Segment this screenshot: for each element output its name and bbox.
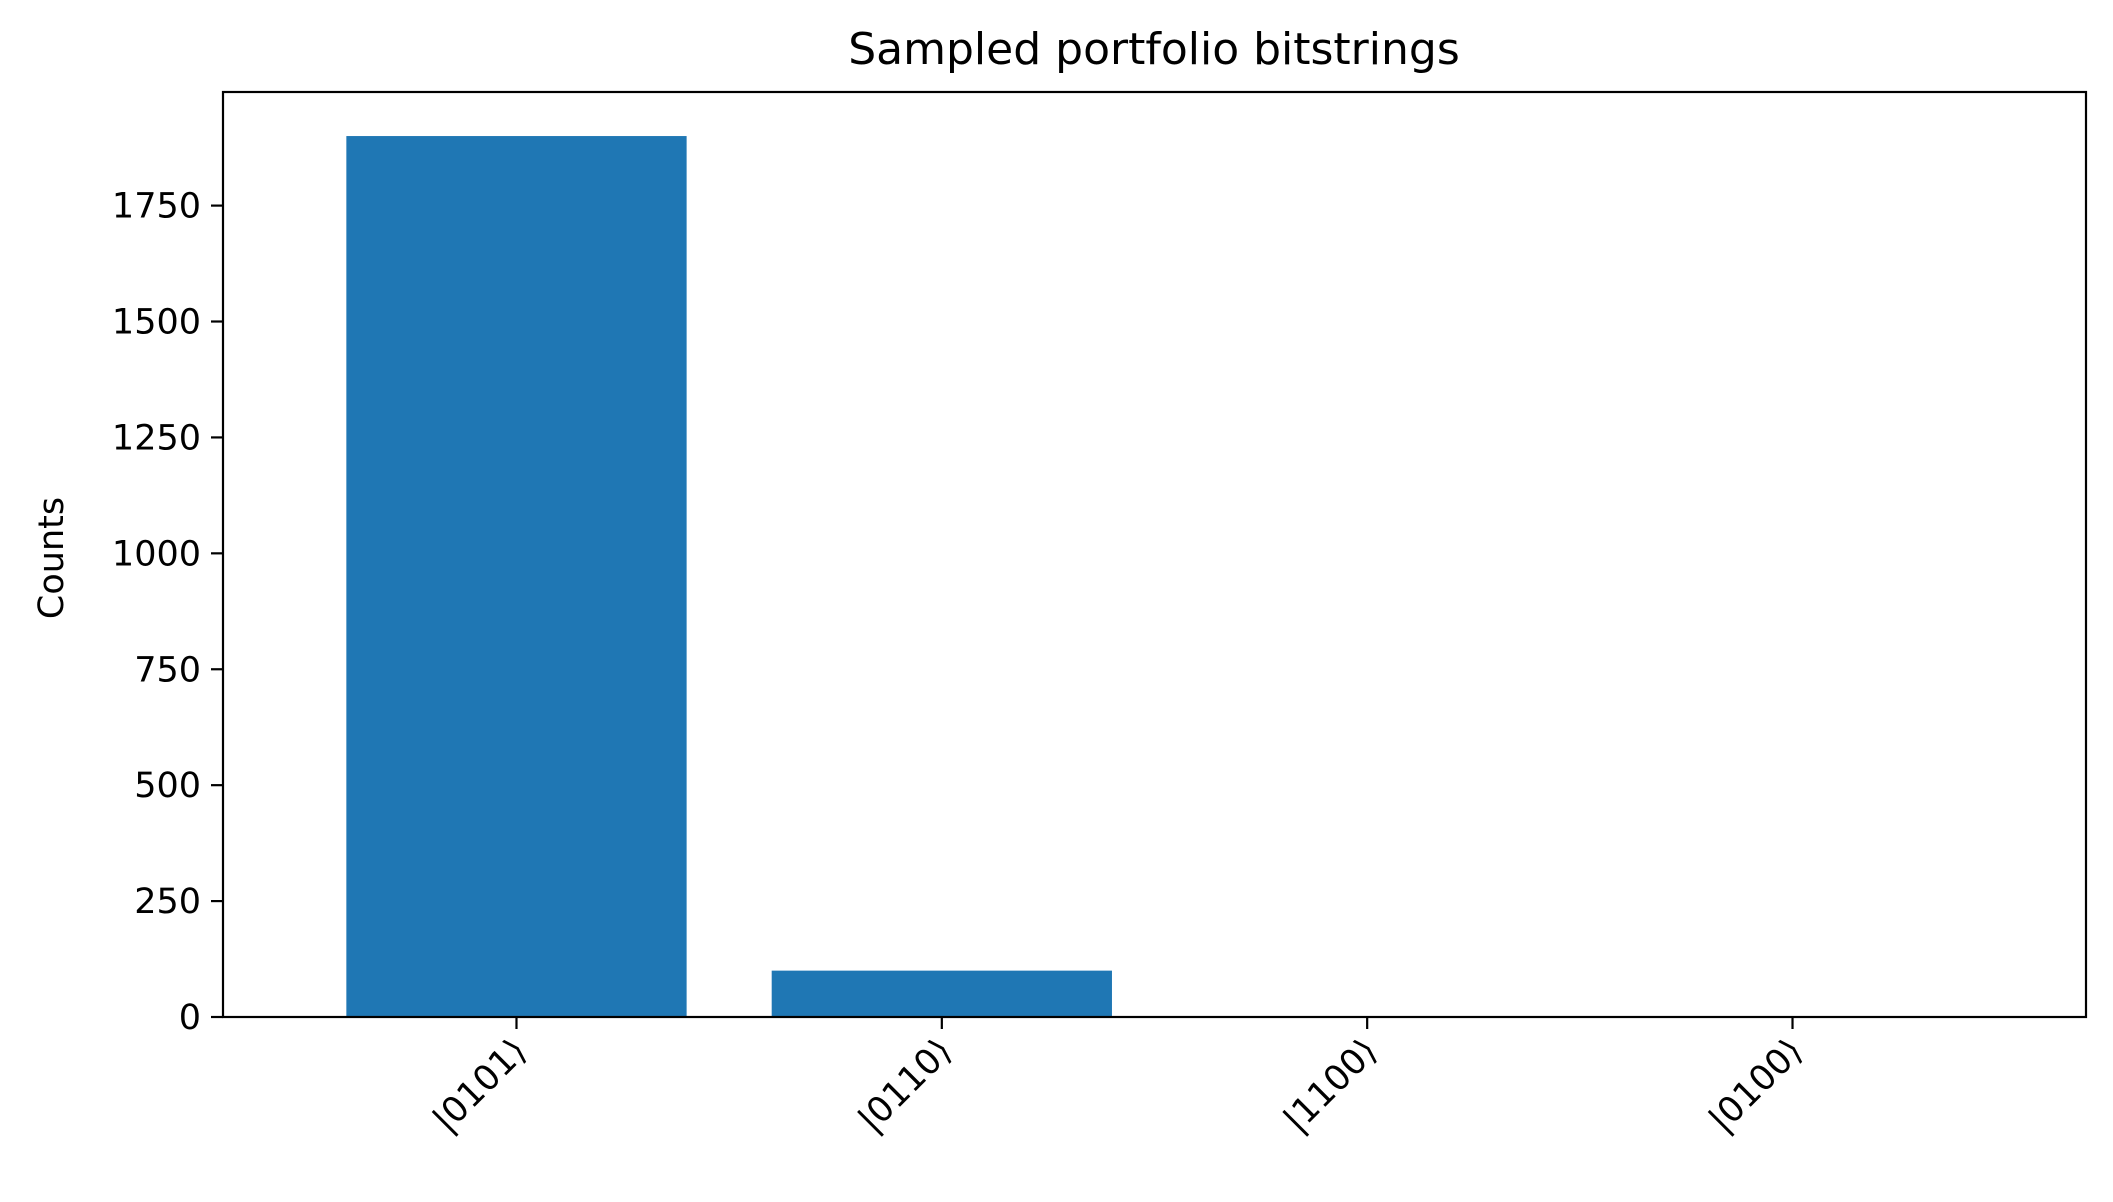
chart-title: Sampled portfolio bitstrings — [848, 24, 1460, 75]
y-tick-label-6: 1500 — [112, 303, 201, 343]
x-axis-ticks: |0101⟩ |0110⟩ |1100⟩ |0100⟩ — [426, 1017, 1811, 1140]
plot-frame — [221, 90, 2088, 1019]
x-tick-label-1: |0110⟩ — [851, 1031, 960, 1140]
x-tick-label-3: |0100⟩ — [1702, 1031, 1811, 1140]
y-tick-label-2: 500 — [134, 766, 201, 806]
y-axis-label: Counts — [32, 497, 72, 619]
bars-layer — [346, 136, 1112, 1018]
y-tick-label-7: 1750 — [112, 187, 201, 227]
y-tick-label-3: 750 — [134, 650, 201, 690]
x-tick-label-0: |0101⟩ — [426, 1031, 535, 1140]
y-axis-ticks: 0 250 500 750 1000 1250 1500 1750 — [112, 187, 223, 1038]
y-tick-label-0: 0 — [179, 998, 201, 1038]
bar-0 — [346, 136, 687, 1018]
y-tick-label-1: 250 — [134, 882, 201, 922]
y-tick-label-5: 1250 — [112, 418, 201, 458]
x-tick-label-2: |1100⟩ — [1276, 1031, 1385, 1140]
bar-1 — [771, 970, 1112, 1017]
y-tick-label-4: 1000 — [112, 534, 201, 574]
